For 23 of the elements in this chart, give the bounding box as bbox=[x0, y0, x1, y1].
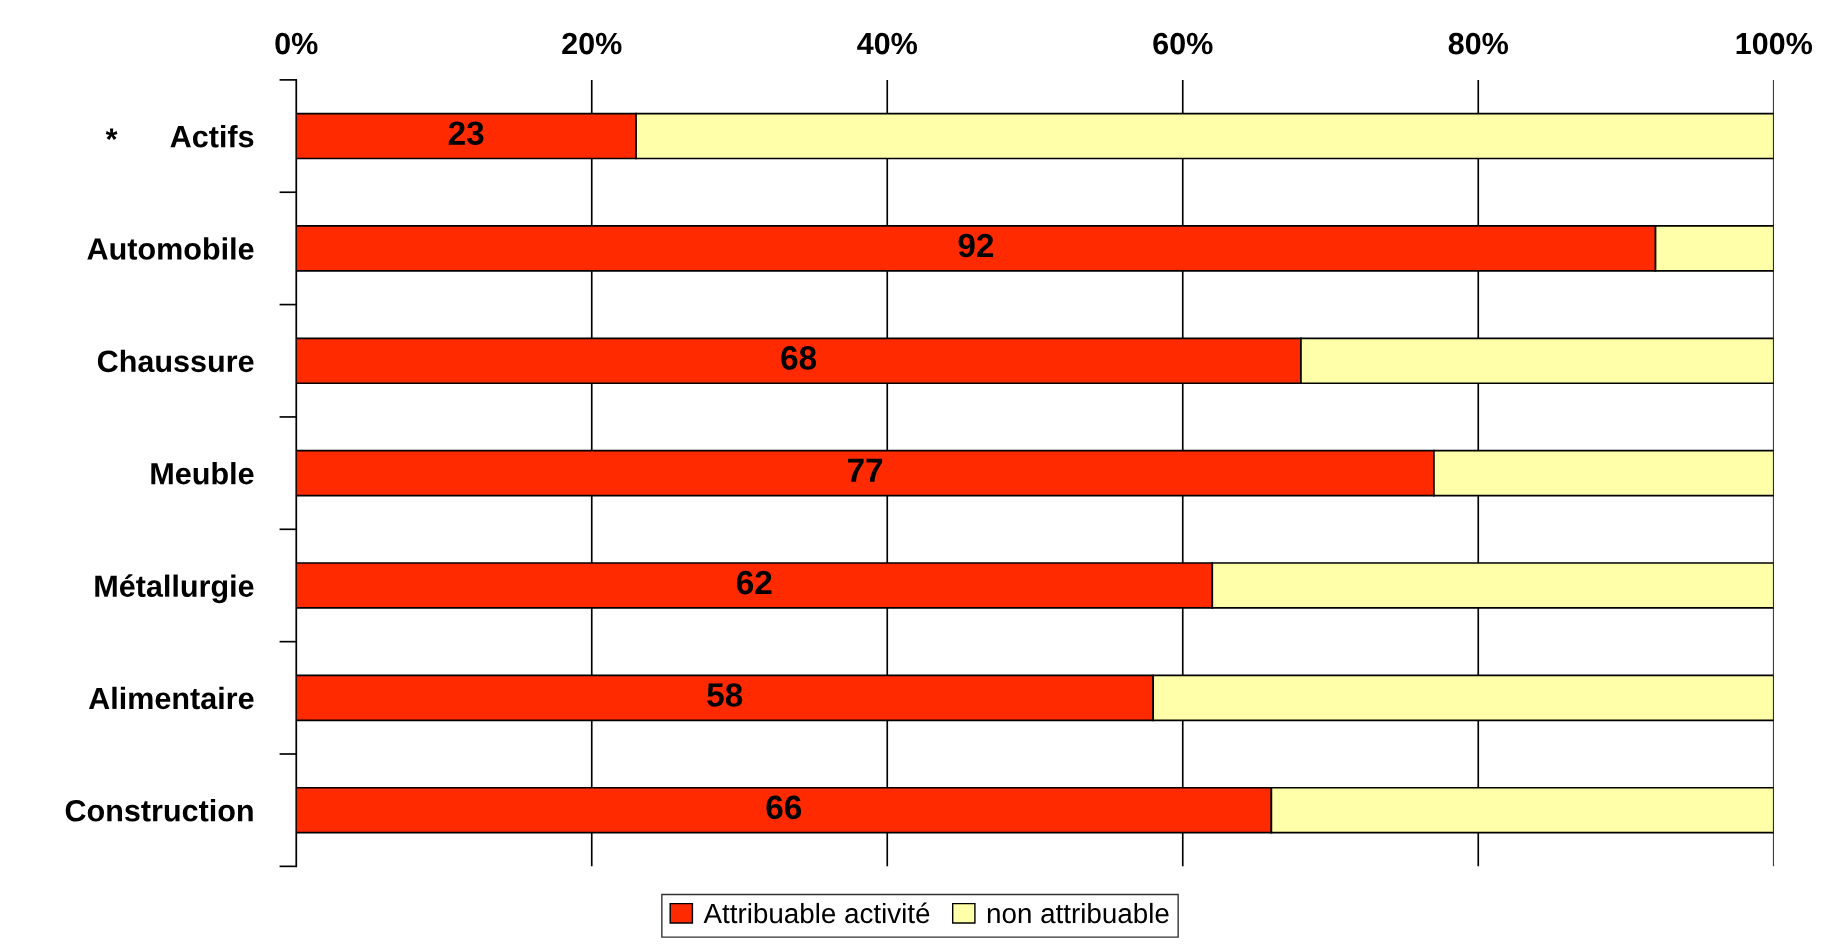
y-tick-label: Meuble bbox=[151, 462, 254, 485]
x-tick-label: 20% bbox=[562, 32, 622, 55]
data-label: 62 bbox=[736, 570, 772, 595]
y-tick-label: Métallurgie bbox=[95, 574, 254, 604]
x-tick-label: 0% bbox=[275, 32, 318, 55]
legend-label: non attribuable bbox=[987, 902, 1169, 924]
data-label: 68 bbox=[781, 346, 817, 370]
data-label: 66 bbox=[766, 795, 802, 820]
text: * bbox=[105, 128, 118, 140]
x-tick-label: 100% bbox=[1736, 32, 1813, 55]
data-label: 58 bbox=[707, 683, 743, 707]
y-tick-label: Actifs bbox=[170, 124, 254, 148]
data-label: 92 bbox=[958, 233, 994, 258]
y-tick-label: Automobile bbox=[87, 237, 254, 260]
y-tick-label: Chaussure bbox=[97, 349, 254, 373]
x-tick-label: 60% bbox=[1153, 32, 1213, 55]
data-label: 23 bbox=[448, 121, 484, 146]
data-label: 77 bbox=[847, 458, 883, 482]
y-tick-label: Construction bbox=[65, 799, 253, 822]
x-tick-label: 80% bbox=[1448, 32, 1509, 55]
x-tick-label: 40% bbox=[857, 32, 918, 55]
legend-label: Attribuable activité bbox=[703, 902, 930, 924]
y-tick-label: Alimentaire bbox=[88, 686, 254, 710]
